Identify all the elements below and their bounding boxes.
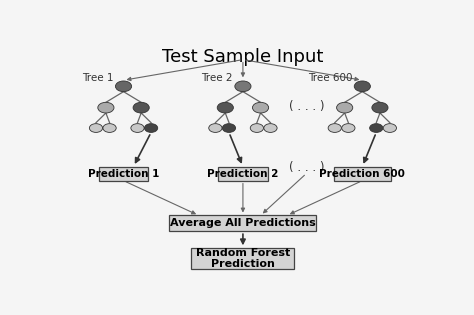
Circle shape [133,102,149,113]
Text: Prediction 2: Prediction 2 [207,169,279,179]
Text: Average All Predictions: Average All Predictions [170,218,316,228]
Circle shape [372,102,388,113]
Circle shape [217,102,233,113]
Circle shape [253,102,269,113]
FancyBboxPatch shape [169,215,316,231]
Circle shape [222,124,236,132]
Text: Prediction 600: Prediction 600 [319,169,405,179]
Circle shape [103,124,116,132]
Circle shape [354,81,370,92]
Circle shape [235,81,251,92]
Text: Tree 2: Tree 2 [201,73,233,83]
FancyBboxPatch shape [191,248,294,269]
Circle shape [383,124,396,132]
Text: ( . . . ): ( . . . ) [289,161,324,174]
Circle shape [370,124,383,132]
Circle shape [131,124,144,132]
Text: Random Forest
Prediction: Random Forest Prediction [196,248,290,269]
Circle shape [209,124,222,132]
Text: Tree 1: Tree 1 [82,73,114,83]
FancyBboxPatch shape [334,167,391,181]
Circle shape [250,124,264,132]
FancyBboxPatch shape [99,167,148,181]
FancyBboxPatch shape [218,167,268,181]
Text: Prediction 1: Prediction 1 [88,169,159,179]
Circle shape [98,102,114,113]
Circle shape [116,81,132,92]
Circle shape [337,102,353,113]
Circle shape [328,124,341,132]
Circle shape [90,124,102,132]
Circle shape [264,124,277,132]
Circle shape [145,124,158,132]
Text: Test Sample Input: Test Sample Input [162,48,324,66]
Circle shape [342,124,355,132]
Text: ( . . . ): ( . . . ) [289,100,324,113]
Text: Tree 600: Tree 600 [308,73,352,83]
